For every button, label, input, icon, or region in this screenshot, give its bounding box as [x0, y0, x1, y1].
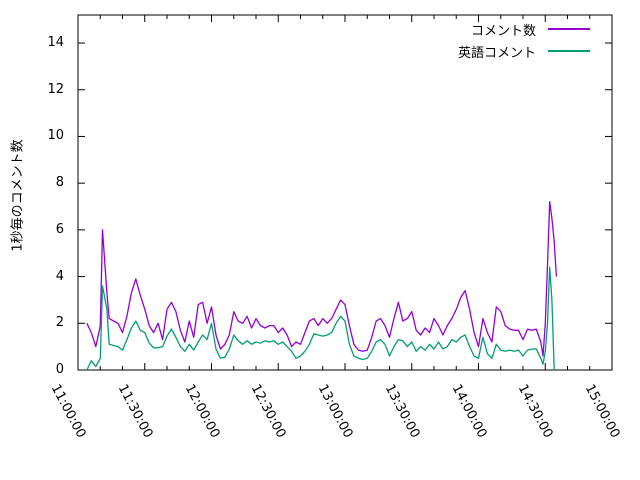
y-tick-label: 4: [55, 268, 64, 284]
y-tick-label: 14: [47, 35, 64, 51]
legend: コメント数 英語コメント: [458, 18, 590, 62]
y-tick-label: 8: [55, 175, 64, 191]
legend-label-comments: コメント数: [470, 23, 536, 39]
legend-row-comments: コメント数: [458, 18, 590, 40]
y-tick-label: 12: [47, 81, 64, 97]
plot-border: [77, 14, 613, 371]
legend-line-sample-english-comments: [548, 50, 590, 52]
y-tick-label: 0: [55, 362, 64, 377]
y-tick-label: 10: [47, 128, 64, 144]
legend-line-sample-comments: [548, 28, 590, 30]
legend-label-english-comments: 英語コメント: [457, 45, 536, 61]
series-line-comments: [86, 201, 558, 357]
legend-row-english-comments: 英語コメント: [458, 40, 590, 62]
series-line-english-comments: [86, 266, 555, 371]
y-tick-label: 6: [55, 221, 64, 237]
y-tick-label: 2: [55, 315, 64, 331]
